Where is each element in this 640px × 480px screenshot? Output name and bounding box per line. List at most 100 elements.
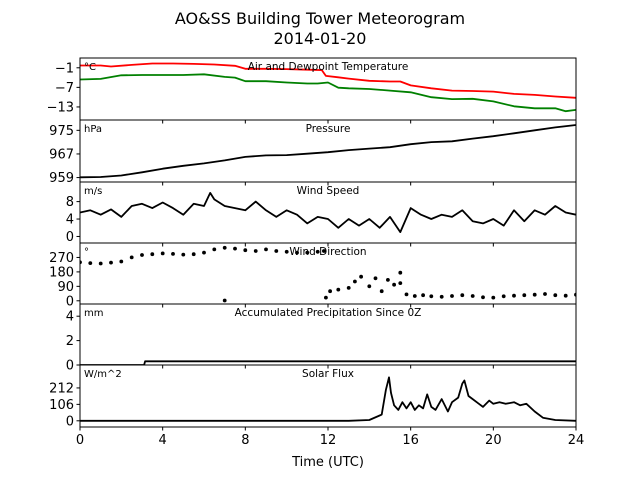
solar-flux-ytick-label: 212	[49, 381, 74, 396]
solar-flux-title: Solar Flux	[302, 368, 354, 380]
wind-direction-point	[160, 251, 165, 256]
wind-direction-point	[439, 294, 444, 299]
wind-direction-point	[119, 259, 124, 264]
wind-direction-point	[501, 294, 506, 299]
wind-direction-point	[404, 292, 409, 297]
precipitation-panel: 0 2 4 mm Accumulated Precipitation Since 0Z	[66, 303, 577, 374]
temperature-unit-label: °C	[84, 62, 96, 73]
wind-direction-point	[284, 249, 289, 254]
wind-direction-point	[386, 278, 390, 282]
wind-direction-point	[491, 295, 496, 300]
wind-direction-point	[379, 289, 384, 294]
wind-direction-point	[346, 286, 351, 290]
wind-direction-point	[150, 252, 155, 257]
wind-direction-point	[543, 292, 547, 296]
wind-direction-point	[328, 289, 332, 294]
wind-direction-point	[392, 282, 396, 287]
wind-speed-ytick-label: 4	[66, 213, 74, 228]
wind-direction-point	[109, 260, 113, 265]
temperature-ytick-label: −13	[47, 100, 74, 115]
figure-title: AO&SS Building Tower Meteorogram	[175, 9, 465, 28]
wind-speed-ytick-label: 8	[66, 195, 74, 210]
wind-direction-point	[129, 255, 134, 260]
panels: −1 −7 −13 °C Air and Dewpoint Temperature 959…	[47, 57, 577, 429]
wind-direction-point	[412, 294, 417, 298]
x-tick-label: 24	[568, 433, 585, 448]
wind-direction-point	[140, 253, 144, 257]
wind-direction-point	[336, 287, 341, 292]
solar-flux-unit-label: W/m^2	[84, 369, 122, 380]
wind-direction-point	[512, 293, 516, 298]
pressure-ytick-label: 975	[49, 124, 74, 139]
solar-flux-data	[80, 376, 576, 422]
temperature-data	[80, 62, 576, 113]
wind-direction-ytick-label: 0	[66, 294, 74, 309]
figure-date: 2014-01-20	[274, 29, 367, 48]
wind-direction-point	[322, 249, 326, 253]
x-axis: 0 4 8 12 16 20 24	[76, 427, 584, 448]
wind-direction-point	[222, 245, 227, 250]
temperature-line-1	[80, 62, 576, 99]
wind-speed-ytick-label: 0	[66, 230, 74, 245]
wind-direction-point	[171, 252, 175, 256]
wind-direction-point	[353, 279, 357, 284]
wind-speed-title: Wind Speed	[297, 185, 360, 197]
wind-speed-panel: 0 4 8 m/s Wind Speed	[66, 181, 577, 247]
wind-direction-point	[522, 293, 527, 298]
wind-direction-point	[222, 298, 227, 303]
pressure-unit-label: hPa	[84, 124, 102, 135]
temperature-ytick-label: −7	[55, 81, 74, 96]
wind-direction-point	[202, 250, 206, 255]
wind-direction-point	[367, 284, 372, 289]
wind-direction-point	[553, 293, 558, 298]
wind-direction-unit-label: °	[84, 247, 89, 258]
x-tick-label: 8	[241, 433, 249, 448]
wind-direction-point	[563, 293, 568, 298]
precipitation-ytick-label: 0	[66, 359, 74, 374]
wind-direction-ytick-label: 270	[49, 251, 74, 266]
temperature-line-2	[80, 73, 576, 113]
pressure-line-1	[80, 124, 576, 179]
wind-direction-point	[295, 250, 299, 255]
temperature-title: Air and Dewpoint Temperature	[248, 61, 409, 73]
pressure-ytick-label: 959	[49, 171, 74, 186]
wind-direction-point	[181, 252, 186, 257]
wind-direction-point	[264, 247, 268, 252]
wind-speed-data	[80, 192, 576, 233]
wind-direction-point	[450, 294, 454, 298]
solar-flux-line-1	[80, 376, 576, 422]
wind-direction-point	[233, 246, 237, 251]
wind-direction-point	[212, 247, 217, 252]
precipitation-line-1	[80, 360, 576, 365]
x-tick-label: 0	[76, 433, 84, 448]
wind-speed-line-1	[80, 192, 576, 233]
wind-direction-point	[253, 249, 258, 253]
wind-direction-data	[80, 245, 576, 303]
pressure-data	[80, 124, 576, 179]
wind-direction-point	[460, 293, 465, 298]
temperature-panel: −1 −7 −13 °C Air and Dewpoint Temperature	[47, 57, 577, 124]
wind-direction-point	[359, 274, 363, 279]
wind-direction-point	[398, 270, 403, 275]
wind-direction-point	[373, 276, 378, 281]
wind-direction-point	[481, 295, 485, 300]
x-tick-label: 12	[320, 433, 337, 448]
x-tick-label: 4	[159, 433, 167, 448]
x-tick-label: 16	[402, 433, 419, 448]
precipitation-ytick-label: 4	[66, 310, 74, 325]
solar-flux-ytick-label: 0	[66, 414, 74, 429]
wind-direction-point	[429, 294, 434, 299]
precipitation-data	[80, 360, 576, 365]
wind-speed-unit-label: m/s	[84, 186, 102, 197]
pressure-title: Pressure	[306, 123, 351, 135]
wind-direction-ytick-label: 180	[49, 265, 74, 280]
temperature-ytick-label: −1	[55, 61, 74, 76]
wind-direction-point	[88, 261, 93, 265]
wind-direction-point	[398, 281, 403, 285]
wind-direction-point	[532, 292, 537, 297]
precipitation-title: Accumulated Precipitation Since 0Z	[235, 307, 422, 319]
precipitation-unit-label: mm	[84, 308, 103, 319]
